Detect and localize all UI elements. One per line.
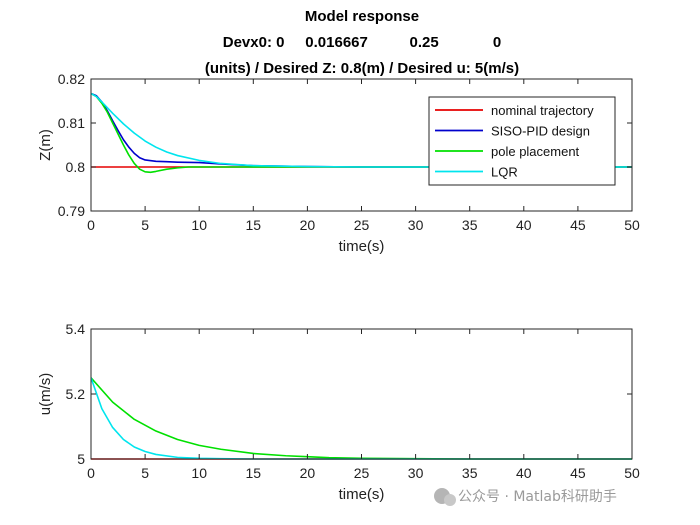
- u-ytick-label: 5.2: [66, 386, 86, 402]
- z-ytick-label: 0.8: [66, 159, 86, 175]
- watermark: 公众号 · Matlab科研助手: [434, 488, 617, 506]
- u-xtick-label: 25: [354, 465, 370, 481]
- u-ytick-label: 5.4: [66, 321, 86, 337]
- z-ytick-label: 0.82: [58, 71, 85, 87]
- legend-box: [428, 96, 616, 186]
- u-plot-area: [91, 329, 632, 459]
- z-x-axis-label: time(s): [339, 238, 385, 255]
- z-xtick-label: 25: [354, 217, 370, 233]
- u-x-axis-label: time(s): [339, 486, 385, 503]
- legend: nominal trajectory SISO-PID design pole pl…: [428, 96, 616, 186]
- u-xtick-label: 45: [570, 465, 586, 481]
- legend-entry-label: nominal trajectory: [491, 103, 594, 118]
- u-y-axis-label: u(m/s): [37, 373, 54, 416]
- z-xtick-label: 30: [408, 217, 424, 233]
- u-xtick-label: 35: [462, 465, 478, 481]
- z-xtick-label: 15: [246, 217, 262, 233]
- z-xtick-label: 10: [191, 217, 207, 233]
- u-xtick-label: 15: [246, 465, 262, 481]
- z-xtick-label: 35: [462, 217, 478, 233]
- u-xtick-label: 50: [624, 465, 640, 481]
- legend-entry-label: pole placement: [491, 144, 580, 159]
- z-xtick-label: 45: [570, 217, 586, 233]
- z-xtick-label: 50: [624, 217, 640, 233]
- u-xtick-label: 0: [87, 465, 95, 481]
- chart-subtitle-desired: (units) / Desired Z: 0.8(m) / Desired u:…: [205, 60, 519, 77]
- z-xtick-label: 5: [141, 217, 149, 233]
- z-ytick-label: 0.79: [58, 203, 85, 219]
- wechat-icon-bubble: [444, 494, 456, 506]
- u-xtick-label: 10: [191, 465, 207, 481]
- z-y-axis-label: Z(m): [37, 129, 54, 161]
- watermark-text: 公众号 · Matlab科研助手: [458, 489, 617, 505]
- u-xtick-label: 5: [141, 465, 149, 481]
- z-xtick-label: 0: [87, 217, 95, 233]
- u-xtick-label: 40: [516, 465, 532, 481]
- z-xtick-label: 40: [516, 217, 532, 233]
- chart-title: Model response: [305, 8, 419, 25]
- z-ytick-label: 0.81: [58, 115, 85, 131]
- chart-subtitle-devx0: Devx0: 0 0.016667 0.25 0: [223, 34, 502, 51]
- u-ytick-label: 5: [77, 451, 85, 467]
- u-xtick-label: 30: [408, 465, 424, 481]
- legend-entry-label: SISO-PID design: [491, 124, 590, 139]
- u-xtick-label: 20: [300, 465, 316, 481]
- legend-entry-label: LQR: [491, 165, 518, 180]
- z-xtick-label: 20: [300, 217, 316, 233]
